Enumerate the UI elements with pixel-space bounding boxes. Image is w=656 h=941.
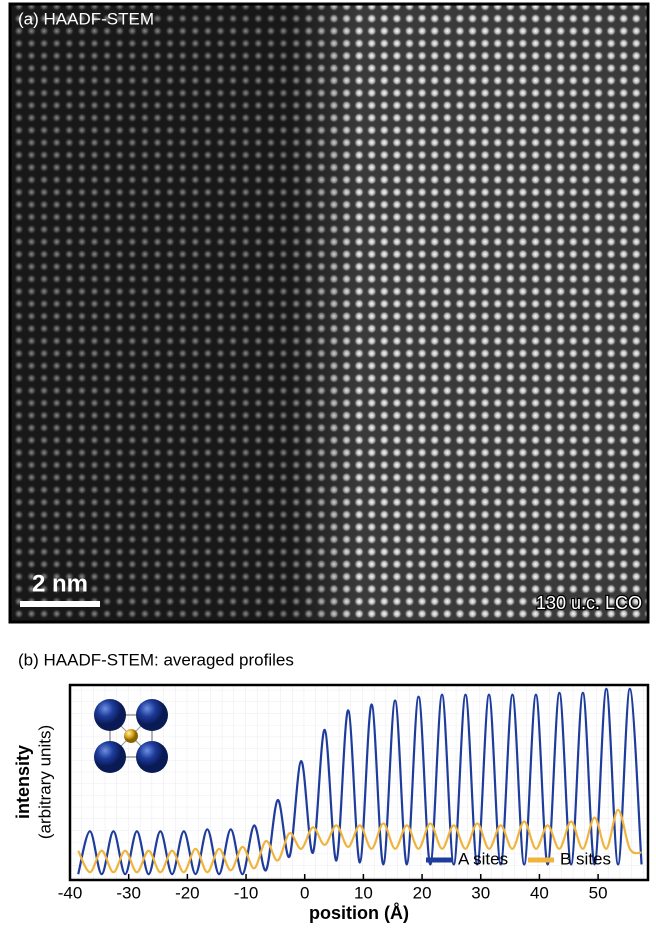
annotation: 130 u.c. LCO — [536, 593, 642, 613]
x-tick-label: -30 — [116, 883, 141, 902]
legend-label: B sites — [560, 849, 611, 868]
x-tick-label: 20 — [413, 883, 432, 902]
legend-label: A sites — [458, 849, 508, 868]
structure-inset — [94, 699, 168, 773]
series-group — [77, 687, 643, 876]
y-axis-note: (arbitrary units) — [35, 725, 54, 839]
series-line — [77, 808, 642, 874]
plot-frame — [68, 683, 650, 882]
chart-title: (b) HAADF-STEM: averaged profiles — [18, 650, 294, 669]
x-tick-label: 30 — [471, 883, 490, 902]
x-tick-label: 10 — [354, 883, 373, 902]
x-tick-label: 50 — [589, 883, 608, 902]
x-tick-label: -10 — [234, 883, 259, 902]
x-axis-label: position (Å) — [309, 903, 409, 923]
x-tick-label: -40 — [58, 883, 83, 902]
x-tick-label: 0 — [300, 883, 309, 902]
y-axis-label: intensity — [13, 745, 33, 819]
x-tick-label: -20 — [175, 883, 200, 902]
series-line — [77, 687, 643, 876]
stem-image — [8, 2, 650, 624]
scale-bar — [20, 601, 100, 607]
panel-label: (a) HAADF-STEM — [18, 9, 154, 28]
scale-bar-label: 2 nm — [32, 570, 88, 597]
x-tick-label: 40 — [530, 883, 549, 902]
